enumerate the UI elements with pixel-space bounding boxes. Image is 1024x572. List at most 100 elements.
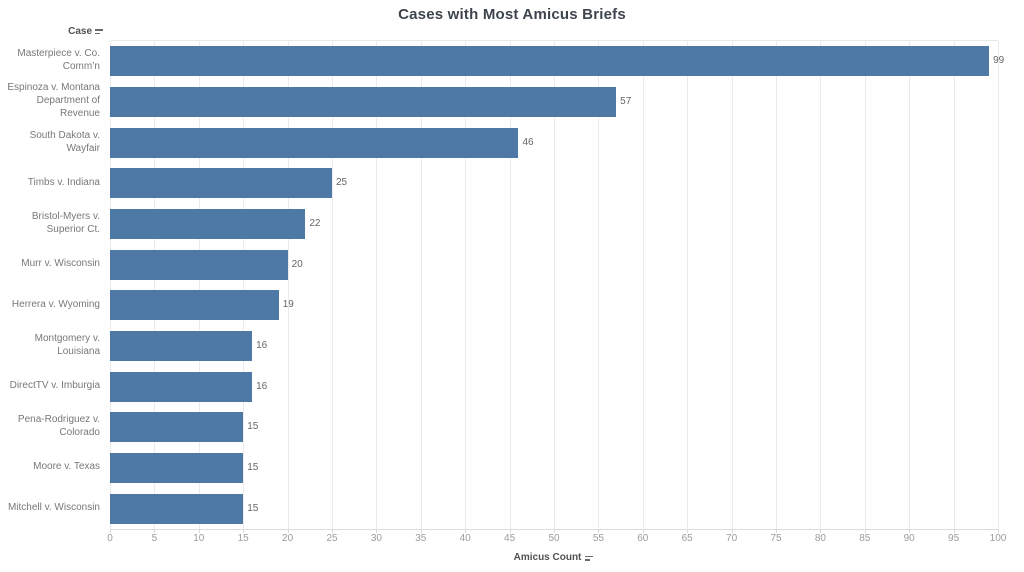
x-axis-title: Amicus Count xyxy=(110,552,998,563)
category-label[interactable]: Montgomery v. Louisiana xyxy=(34,332,100,357)
x-tick-label: 75 xyxy=(770,533,782,544)
bar-value-label: 19 xyxy=(282,299,294,311)
gridline xyxy=(243,41,245,529)
gridline xyxy=(953,41,955,529)
gridline xyxy=(687,41,689,529)
x-tick-mark xyxy=(909,529,911,533)
x-tick-mark xyxy=(420,529,422,533)
x-tick-mark xyxy=(465,529,467,533)
bar-value-label: 22 xyxy=(309,218,321,229)
x-tick-mark xyxy=(998,529,999,533)
gridline xyxy=(909,41,911,529)
x-tick-label: 20 xyxy=(282,533,294,544)
bar-value-label: 15 xyxy=(247,502,259,514)
bar-value-label: 20 xyxy=(291,258,303,270)
x-tick-label: 100 xyxy=(989,533,1007,544)
gridline xyxy=(287,41,289,529)
gridline xyxy=(465,41,467,529)
category-label[interactable]: Moore v. Texas xyxy=(33,461,100,473)
bar[interactable] xyxy=(110,127,519,158)
gridline xyxy=(820,41,822,529)
x-tick-label: 45 xyxy=(504,533,516,544)
x-tick-mark xyxy=(687,529,689,533)
x-tick-label: 0 xyxy=(107,533,113,544)
x-tick-label: 25 xyxy=(326,533,338,544)
gridline xyxy=(998,41,999,529)
gridline xyxy=(198,41,200,529)
bar[interactable] xyxy=(110,87,617,117)
bar[interactable] xyxy=(110,249,288,280)
gridline xyxy=(554,41,555,529)
category-label[interactable]: Murr v. Wisconsin xyxy=(21,258,100,270)
x-tick-label: 5 xyxy=(151,533,158,544)
row-axis-header: Case xyxy=(0,24,104,38)
x-tick-mark xyxy=(731,529,733,533)
bar-value-label: 46 xyxy=(522,136,534,148)
category-label[interactable]: South Dakota v. Wayfair xyxy=(29,129,100,154)
x-tick-label: 30 xyxy=(370,533,382,544)
gridline xyxy=(110,41,111,529)
bar[interactable] xyxy=(110,168,332,199)
category-label[interactable]: Masterpiece v. Co. Comm’n xyxy=(17,48,100,73)
x-tick-label: 35 xyxy=(415,533,427,544)
bar[interactable] xyxy=(110,46,990,77)
gridline xyxy=(598,41,600,529)
x-tick-mark xyxy=(642,529,644,533)
x-tick-label: 60 xyxy=(637,533,649,544)
bar-value-label: 25 xyxy=(336,177,348,189)
bar[interactable] xyxy=(110,412,244,443)
x-tick-mark xyxy=(376,529,378,533)
x-tick-label: 55 xyxy=(592,533,604,544)
bar[interactable] xyxy=(110,331,253,361)
category-label[interactable]: Bristol-Myers v. Superior Ct. xyxy=(31,210,100,235)
x-tick-label: 80 xyxy=(814,533,826,544)
x-tick-label: 90 xyxy=(903,533,915,544)
gridline xyxy=(332,41,333,529)
x-axis-title-label: Amicus Count xyxy=(513,552,582,563)
bar[interactable] xyxy=(110,493,244,524)
bar-value-label: 16 xyxy=(256,380,268,392)
sort-descending-icon[interactable] xyxy=(95,27,104,35)
x-tick-mark xyxy=(864,529,866,533)
gridline xyxy=(864,41,866,529)
row-axis-header-label: Case xyxy=(68,25,92,37)
x-tick-mark xyxy=(776,529,777,533)
sort-descending-icon[interactable] xyxy=(585,554,594,562)
x-tick-mark xyxy=(953,529,955,533)
bar[interactable] xyxy=(110,371,253,402)
gridline xyxy=(776,41,777,529)
bar-value-label: 99 xyxy=(993,55,1005,67)
x-tick-label: 15 xyxy=(237,533,249,544)
x-tick-mark xyxy=(554,529,555,533)
category-label[interactable]: Herrera v. Wyoming xyxy=(11,298,100,310)
x-tick-mark xyxy=(243,529,245,533)
gridline xyxy=(731,41,733,529)
chart-title: Cases with Most Amicus Briefs xyxy=(398,6,626,23)
x-tick-mark xyxy=(154,529,156,533)
x-tick-mark xyxy=(509,529,511,533)
bar-value-label: 57 xyxy=(620,96,632,107)
category-label[interactable]: Timbs v. Indiana xyxy=(27,176,100,188)
gridline xyxy=(509,41,511,529)
bar[interactable] xyxy=(110,453,244,483)
category-label[interactable]: Espinoza v. Montana Department of Revenu… xyxy=(7,82,100,120)
category-label[interactable]: Mitchell v. Wisconsin xyxy=(7,502,100,514)
category-label[interactable]: DirectTV v. Imburgia xyxy=(9,380,100,392)
x-tick-label: 40 xyxy=(459,533,471,544)
x-tick-mark xyxy=(287,529,289,533)
plot-area: 99 57 46 25 22 20 19 16 16 15 15 15 xyxy=(110,40,1004,530)
category-labels-column: Masterpiece v. Co. Comm’n Espinoza v. Mon… xyxy=(0,40,104,528)
category-label[interactable]: Pena-Rodriguez v. Colorado xyxy=(17,414,100,439)
bar[interactable] xyxy=(110,209,306,239)
x-tick-mark xyxy=(110,529,111,533)
gridline xyxy=(642,41,644,529)
bar-value-label: 15 xyxy=(247,421,259,433)
x-tick-label: 85 xyxy=(859,533,871,544)
bar-value-label: 16 xyxy=(256,340,268,351)
gridline xyxy=(376,41,378,529)
x-tick-mark xyxy=(598,529,600,533)
x-tick-label: 65 xyxy=(681,533,693,544)
x-axis-tick-strip: 0 5 10 15 20 25 30 35 40 45 50 55 60 65 70 75 80 85 90 95 10… xyxy=(107,529,1006,545)
bar[interactable] xyxy=(110,290,279,321)
